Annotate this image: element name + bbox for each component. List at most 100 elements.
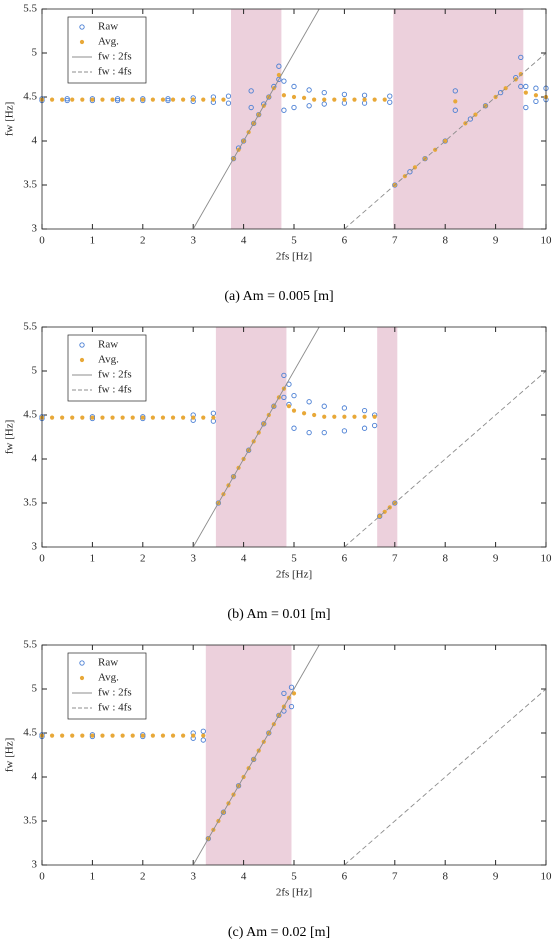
x-tick-label: 7: [392, 871, 398, 883]
legend-label: Raw: [98, 339, 118, 351]
raw-point: [533, 85, 539, 91]
avg-point: [70, 415, 75, 420]
chart: 0 1 2 3 4 5 6 7 8 9 10 3 3.5 4 4.5 5 5.5 Raw Avg. fw : 2fs f…: [4, 639, 552, 941]
raw-point: [306, 87, 312, 93]
x-tick-label: 6: [342, 871, 348, 883]
reference-line: [192, 326, 320, 548]
avg-point: [211, 415, 216, 420]
avg-point: [352, 414, 357, 419]
avg-point: [286, 404, 292, 409]
avg-point: [100, 733, 105, 738]
avg-point: [191, 733, 196, 738]
raw-point: [266, 730, 272, 736]
y-tick-label: 5.5: [23, 639, 37, 651]
raw-point: [276, 63, 282, 69]
raw-point: [341, 91, 348, 98]
avg-point: [281, 93, 287, 98]
raw-point: [230, 473, 237, 480]
avg-point: [201, 97, 206, 102]
avg-point: [332, 414, 337, 419]
avg-point: [291, 94, 297, 100]
raw-point: [114, 96, 121, 102]
raw-point: [341, 405, 348, 411]
avg-point: [518, 72, 523, 77]
raw-point: [387, 99, 393, 105]
avg-point: [120, 733, 125, 738]
raw-point: [291, 392, 297, 399]
avg-point: [170, 415, 176, 420]
avg-point: [90, 415, 95, 420]
raw-point: [361, 92, 368, 98]
raw-point: [200, 728, 206, 734]
y-tick-label: 3.5: [23, 815, 37, 827]
y-axis-label: fw [Hz]: [4, 102, 16, 137]
avg-point: [140, 97, 145, 102]
raw-point: [114, 97, 121, 104]
avg-point: [372, 414, 377, 419]
raw-point: [523, 104, 529, 111]
raw-point: [306, 103, 312, 109]
x-tick-label: 4: [241, 871, 247, 883]
x-axis-label: 2fs [Hz]: [276, 887, 312, 899]
raw-point: [407, 169, 413, 175]
x-tick-label: 0: [39, 553, 45, 565]
raw-point: [248, 104, 254, 111]
raw-point: [225, 93, 232, 99]
avg-point: [150, 733, 155, 738]
raw-point: [276, 76, 282, 83]
x-tick-label: 9: [493, 553, 499, 565]
raw-point: [281, 690, 287, 697]
raw-point: [165, 97, 171, 104]
legend-label: Avg.: [98, 354, 119, 366]
avg-point: [160, 415, 166, 420]
raw-point: [497, 89, 504, 96]
raw-point: [422, 155, 428, 162]
raw-point: [321, 429, 327, 436]
raw-point: [230, 155, 237, 162]
raw-point: [387, 93, 393, 99]
raw-point: [321, 89, 327, 96]
y-tick-label: 3: [32, 541, 38, 553]
y-tick-label: 4: [32, 135, 38, 147]
avg-point: [90, 733, 95, 738]
raw-point: [361, 407, 368, 414]
y-axis-label: fw [Hz]: [4, 738, 16, 773]
plot-frame: [41, 326, 547, 548]
raw-point: [321, 101, 327, 107]
y-tick-label: 3.5: [23, 497, 37, 509]
raw-point: [392, 500, 398, 506]
raw-point: [165, 96, 171, 102]
x-tick-label: 0: [39, 871, 45, 883]
raw-point: [288, 684, 295, 690]
raw-point: [306, 429, 312, 436]
raw-point: [291, 104, 297, 111]
raw-point: [79, 342, 85, 348]
avg-point: [312, 97, 317, 102]
avg-point: [533, 93, 539, 98]
avg-point: [100, 97, 105, 102]
raw-point: [392, 182, 398, 188]
x-tick-label: 3: [190, 553, 196, 565]
x-tick-label: 8: [442, 553, 448, 565]
legend-label: fw : 4fs: [98, 384, 132, 396]
x-tick-label: 2: [140, 871, 146, 883]
x-tick-label: 2: [140, 235, 146, 247]
legend-label: fw : 2fs: [98, 369, 132, 381]
avg-point: [276, 72, 281, 78]
y-tick-label: 4.5: [23, 409, 37, 421]
reference-line: [192, 8, 320, 230]
raw-point: [64, 97, 70, 104]
avg-point: [100, 415, 105, 420]
avg-point: [80, 733, 85, 738]
caption: (b) Am = 0.01 [m]: [227, 607, 330, 622]
avg-point: [181, 97, 186, 102]
avg-point: [312, 412, 317, 418]
avg-point: [140, 733, 145, 738]
plot-frame: [41, 644, 547, 866]
caption: (c) Am = 0.02 [m]: [228, 925, 330, 940]
raw-point: [377, 513, 383, 519]
avg-point: [181, 733, 186, 738]
avg-point: [160, 97, 166, 102]
